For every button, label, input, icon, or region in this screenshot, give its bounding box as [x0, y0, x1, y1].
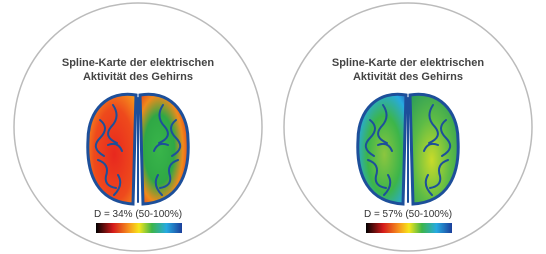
measure-label: D = 57% (50-100%)	[364, 209, 452, 220]
panel: Spline-Karte der elektrischen Aktivität …	[284, 3, 532, 251]
panel-title: Aktivität des Gehirns	[83, 71, 193, 83]
brain-map	[358, 94, 458, 204]
panel-title: Spline-Karte der elektrischen	[62, 57, 215, 69]
brain-map	[88, 94, 188, 204]
page: Spline-Karte der elektrischen Aktivität …	[0, 0, 546, 254]
color-scale	[96, 223, 182, 233]
color-scale	[366, 223, 452, 233]
panel-title: Aktivität des Gehirns	[353, 71, 463, 83]
measure-label: D = 34% (50-100%)	[94, 209, 182, 220]
panel-title: Spline-Karte der elektrischen	[332, 57, 485, 69]
panel: Spline-Karte der elektrischen Aktivität …	[14, 3, 262, 251]
